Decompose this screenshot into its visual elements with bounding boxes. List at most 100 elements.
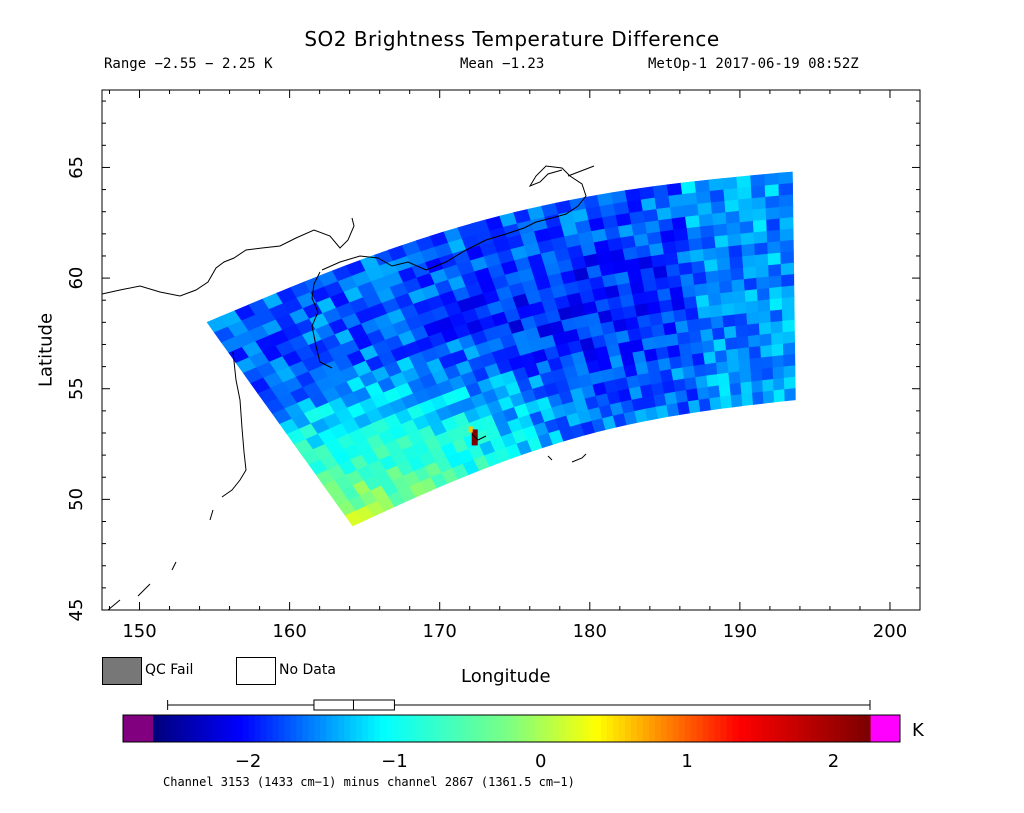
- colorbar-step: [200, 715, 208, 742]
- x-tick-label: 180: [573, 621, 607, 642]
- colorbar-step: [547, 715, 554, 742]
- swath-cell: [683, 203, 700, 218]
- colorbar-step: [672, 715, 680, 742]
- colorbar-tick-label: 2: [828, 751, 839, 772]
- swath-cell: [771, 332, 784, 346]
- swath-cell: [718, 383, 732, 398]
- colorbar-step: [433, 715, 441, 742]
- swath-cell: [673, 309, 688, 323]
- swath-cell: [761, 367, 774, 381]
- swath-cell: [674, 320, 690, 335]
- legend-qc-fail-label: QC Fail: [145, 662, 194, 678]
- swath-cell: [769, 286, 783, 300]
- swath-cell: [714, 349, 728, 364]
- colorbar-step: [403, 715, 411, 742]
- swath-cell: [635, 244, 652, 259]
- colorbar-tick-label: −1: [381, 751, 408, 772]
- colorbar-step: [660, 715, 668, 742]
- colorbar-step: [684, 715, 692, 742]
- swath-cell: [740, 381, 753, 395]
- colorbar-step: [266, 715, 274, 742]
- colorbar-step: [846, 715, 853, 742]
- swath-cell: [711, 212, 728, 226]
- plot-frame: [101, 89, 921, 611]
- swath-cell: [692, 271, 708, 286]
- colorbar-step: [158, 715, 166, 742]
- colorbar-step: [445, 715, 453, 742]
- swath-cell: [642, 278, 658, 293]
- colorbar-step: [589, 715, 596, 742]
- colorbar-step: [260, 715, 268, 742]
- colorbar-step: [517, 715, 525, 742]
- swath-cell: [669, 205, 686, 220]
- swath-cell: [756, 287, 771, 302]
- swath-cell: [688, 237, 704, 252]
- swath-cell: [750, 174, 766, 188]
- colorbar-step: [380, 715, 387, 742]
- colorbar-step: [314, 715, 321, 742]
- colorbar-step: [780, 715, 787, 742]
- swath-cell: [694, 179, 711, 194]
- swath-cell: [772, 366, 785, 380]
- colorbar-step: [344, 715, 351, 742]
- swath-cell: [667, 344, 682, 359]
- colorbar-step: [798, 715, 805, 742]
- swath-cell: [709, 396, 722, 411]
- swath-cell: [695, 294, 710, 309]
- swath-cell: [764, 172, 780, 187]
- colorbar-step: [421, 715, 429, 742]
- colorbar-step: [475, 715, 483, 742]
- swath-cell: [746, 311, 760, 326]
- swath-cell: [704, 362, 718, 377]
- swath-cell: [698, 213, 714, 228]
- colorbar-step: [726, 715, 734, 742]
- colorbar-step: [153, 715, 160, 742]
- colorbar-step: [732, 715, 740, 742]
- swath-cell: [760, 344, 773, 359]
- colorbar-step: [188, 715, 196, 742]
- swath-cell: [678, 262, 694, 276]
- swath-cell: [778, 171, 793, 185]
- colorbar-step: [720, 715, 728, 742]
- swath-cell: [707, 385, 721, 399]
- colorbar-step: [523, 715, 531, 742]
- swath-cell: [686, 318, 701, 333]
- x-tick-label: 160: [272, 621, 306, 642]
- colorbar-step: [457, 715, 465, 742]
- swath-cell: [742, 266, 757, 280]
- swath-cell: [783, 365, 796, 379]
- swath-cell: [713, 223, 729, 238]
- swath-cell: [767, 252, 782, 266]
- swath-cell: [675, 389, 689, 404]
- colorbar-step: [182, 715, 190, 742]
- colorbar-step: [702, 715, 710, 742]
- swath-cell: [656, 207, 673, 221]
- colorbar-step: [499, 715, 507, 742]
- colorbar-step: [541, 715, 548, 742]
- swath-cell: [646, 301, 662, 316]
- swath-cell: [652, 265, 669, 280]
- swath-cell: [677, 401, 691, 416]
- colorbar-step: [828, 715, 835, 742]
- swath-cell: [684, 377, 698, 391]
- x-tick-label: 190: [723, 621, 757, 642]
- swath-cell: [737, 198, 753, 212]
- colorbar-step: [559, 715, 566, 742]
- swath-cell: [624, 188, 642, 203]
- swath-cell: [781, 285, 795, 299]
- swath-cell: [701, 339, 716, 354]
- swath-cell: [741, 392, 754, 407]
- colorbar-step: [601, 715, 608, 742]
- coastline: [101, 165, 595, 611]
- colorbar-step: [469, 715, 477, 742]
- swath-cell: [730, 267, 745, 282]
- swath-cell: [739, 370, 752, 384]
- swath-cell: [695, 190, 712, 205]
- colorbar-step: [571, 715, 578, 742]
- swath-cell: [740, 232, 755, 246]
- range-readout: Range −2.55 − 2.25 K: [104, 56, 273, 72]
- swath-cell: [730, 394, 744, 408]
- colorbar-step: [678, 715, 686, 742]
- swath-cell: [724, 337, 739, 351]
- swath-cell: [685, 388, 700, 402]
